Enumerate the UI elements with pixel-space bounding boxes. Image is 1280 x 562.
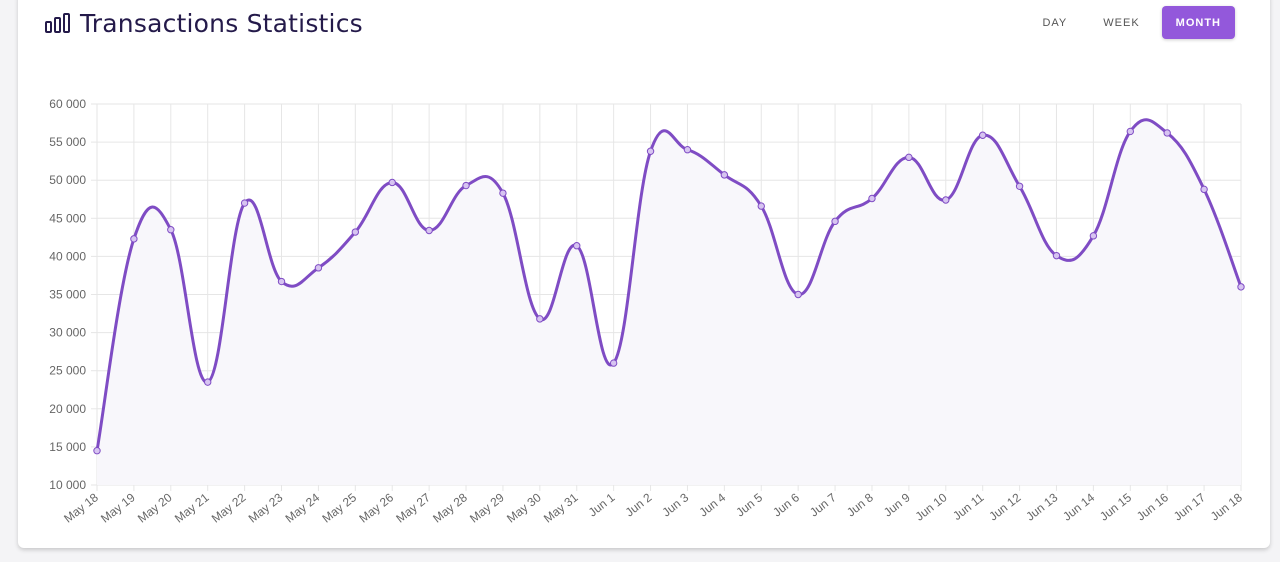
- data-point: [978, 131, 987, 139]
- y-tick-label: 55 000: [49, 135, 86, 149]
- data-point: [1015, 182, 1024, 190]
- data-point: [868, 194, 876, 203]
- data-point: [167, 226, 175, 234]
- data-point: [1163, 129, 1171, 137]
- x-tick-label: Jun 12: [986, 490, 1023, 523]
- data-point: [425, 226, 433, 235]
- data-point: [130, 235, 138, 243]
- x-tick-label: May 29: [467, 490, 507, 525]
- y-tick-label: 15 000: [49, 440, 86, 454]
- data-point: [204, 378, 212, 386]
- x-tick-label: May 30: [504, 490, 544, 525]
- x-tick-label: May 18: [61, 490, 101, 525]
- tab-week[interactable]: WEEK: [1089, 6, 1153, 39]
- x-tick-label: May 24: [283, 490, 323, 525]
- data-point: [1052, 251, 1061, 260]
- x-tick-label: May 20: [135, 490, 175, 525]
- x-tick-label: Jun 6: [770, 490, 802, 519]
- data-point: [93, 447, 101, 455]
- x-tick-label: May 19: [98, 490, 138, 525]
- x-tick-label: May 22: [209, 490, 249, 525]
- x-tick-label: May 28: [430, 490, 470, 525]
- bar-chart-icon: [44, 12, 72, 34]
- data-point: [499, 189, 507, 197]
- page-title: Transactions Statistics: [80, 8, 363, 38]
- period-tabs: DAY WEEK MONTH: [1028, 6, 1235, 39]
- data-point: [757, 202, 765, 210]
- y-tick-label: 25 000: [49, 364, 86, 378]
- x-tick-label: May 27: [393, 490, 433, 525]
- data-point: [240, 199, 249, 207]
- y-tick-label: 10 000: [49, 478, 86, 492]
- data-point: [462, 181, 470, 190]
- y-tick-label: 40 000: [49, 249, 86, 263]
- data-point: [1237, 283, 1245, 291]
- y-tick-label: 35 000: [49, 288, 86, 302]
- x-tick-label: Jun 7: [807, 490, 839, 519]
- data-point: [1200, 185, 1208, 194]
- x-tick-label: Jun 14: [1060, 490, 1097, 523]
- tab-day[interactable]: DAY: [1028, 6, 1081, 39]
- x-tick-label: Jun 18: [1208, 490, 1245, 523]
- x-tick-label: Jun 8: [844, 490, 876, 519]
- y-tick-label: 20 000: [49, 402, 86, 416]
- x-tick-label: Jun 9: [881, 490, 913, 519]
- data-point: [1126, 127, 1134, 136]
- x-tick-label: Jun 4: [696, 490, 728, 519]
- x-tick-label: May 26: [356, 490, 396, 525]
- data-point: [314, 264, 323, 272]
- x-tick-label: May 25: [320, 490, 360, 525]
- x-tick-label: May 23: [246, 490, 286, 525]
- x-tick-label: May 31: [541, 490, 581, 525]
- x-tick-label: Jun 11: [950, 490, 987, 523]
- data-point: [720, 171, 729, 179]
- x-tick-label: May 21: [172, 490, 212, 525]
- x-tick-label: Jun 3: [660, 490, 692, 519]
- y-tick-label: 45 000: [49, 211, 86, 225]
- tab-month[interactable]: MONTH: [1161, 6, 1235, 39]
- data-point: [388, 178, 396, 187]
- y-tick-label: 50 000: [49, 173, 86, 187]
- data-point: [831, 217, 839, 226]
- series-area: [97, 119, 1241, 485]
- x-tick-label: Jun 2: [623, 490, 655, 519]
- x-tick-label: Jun 15: [1097, 490, 1134, 523]
- x-tick-label: Jun 5: [733, 490, 765, 519]
- data-point: [646, 147, 655, 155]
- x-tick-label: Jun 16: [1134, 490, 1171, 523]
- x-tick-label: Jun 13: [1023, 490, 1060, 523]
- data-point: [351, 228, 360, 236]
- series-line: [95, 118, 1243, 451]
- x-tick-label: Jun 17: [1171, 490, 1208, 523]
- x-tick-label: Jun 1: [586, 490, 618, 519]
- data-point: [683, 146, 692, 154]
- data-point: [942, 196, 950, 204]
- data-point: [277, 277, 286, 286]
- data-point: [905, 153, 913, 162]
- data-point: [573, 242, 581, 250]
- y-tick-label: 30 000: [49, 326, 86, 340]
- x-tick-label: Jun 10: [913, 490, 950, 523]
- data-point: [1089, 232, 1098, 240]
- data-point: [536, 315, 544, 323]
- data-point: [609, 359, 618, 367]
- y-tick-label: 60 000: [49, 97, 86, 111]
- data-point: [794, 290, 802, 299]
- card-header: Transactions Statistics: [44, 6, 363, 40]
